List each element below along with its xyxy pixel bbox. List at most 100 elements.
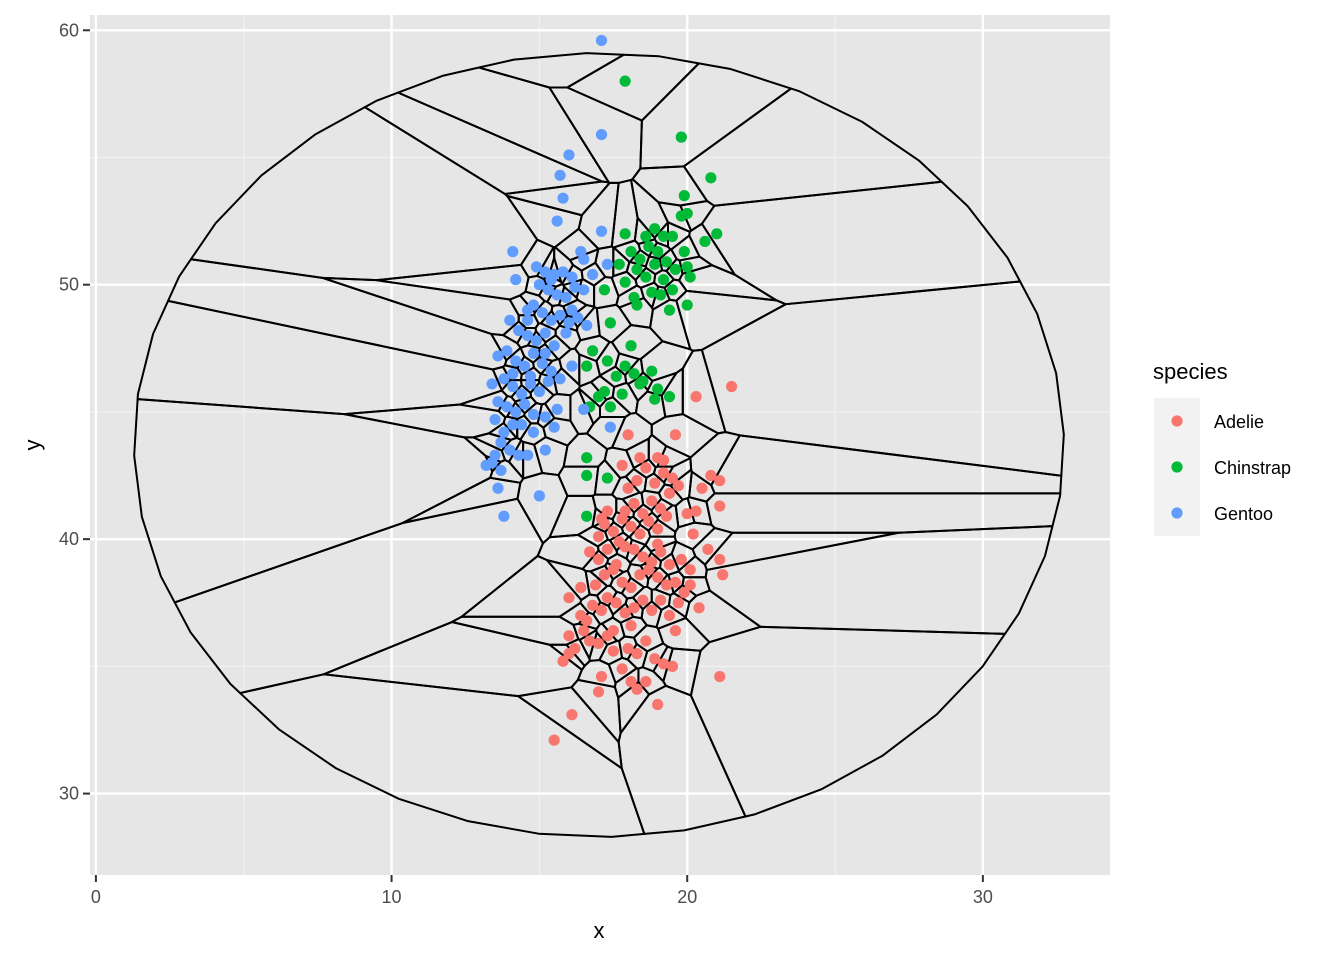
data-point: [607, 645, 619, 657]
data-point: [640, 462, 652, 474]
data-point: [601, 258, 613, 270]
data-point: [578, 253, 590, 265]
data-point: [613, 536, 625, 548]
data-point: [640, 271, 652, 283]
data-point: [687, 528, 699, 540]
data-point: [652, 523, 664, 535]
data-point: [592, 391, 605, 403]
data-point: [610, 370, 622, 382]
data-point: [619, 360, 631, 372]
data-point: [681, 261, 693, 273]
data-point: [628, 543, 640, 555]
data-point: [669, 429, 681, 441]
data-point: [625, 581, 637, 594]
data-point: [527, 347, 540, 360]
data-point: [595, 670, 608, 683]
data-point: [622, 482, 634, 494]
legend-key-adelie: [1171, 415, 1183, 427]
data-point: [566, 271, 578, 283]
data-point: [548, 421, 560, 433]
y-axis: 30 40 50 60: [59, 20, 90, 804]
data-point: [539, 347, 551, 360]
data-point: [595, 34, 608, 47]
data-point: [507, 419, 519, 431]
data-point: [616, 459, 628, 471]
data-point: [619, 607, 631, 619]
voronoi-cell: [660, 367, 684, 418]
data-point: [495, 464, 507, 477]
data-point: [539, 411, 551, 423]
data-point: [634, 253, 646, 265]
data-point: [510, 274, 522, 286]
data-points: [480, 34, 738, 746]
data-point: [675, 553, 687, 566]
x-axis: 0 10 20 30: [91, 875, 993, 907]
data-point: [492, 396, 504, 408]
data-point: [584, 546, 596, 558]
data-point: [640, 635, 652, 647]
data-point: [492, 482, 504, 494]
data-point: [510, 406, 522, 418]
data-point: [592, 530, 605, 543]
data-point: [637, 551, 649, 563]
data-point: [616, 663, 628, 675]
data-point: [584, 635, 596, 647]
data-point: [498, 373, 510, 385]
data-point: [628, 368, 640, 380]
data-point: [681, 299, 693, 311]
data-point: [492, 350, 504, 362]
data-point: [521, 314, 534, 326]
data-point: [663, 558, 676, 571]
data-point: [619, 276, 631, 288]
data-point: [705, 172, 717, 184]
data-point: [598, 569, 611, 581]
data-point: [501, 345, 513, 357]
data-point: [601, 592, 613, 604]
data-point: [578, 284, 590, 296]
data-point: [663, 391, 676, 403]
data-point: [631, 648, 643, 660]
data-point: [649, 477, 661, 489]
data-point: [557, 192, 569, 204]
data-point: [660, 510, 673, 522]
data-point: [510, 355, 522, 367]
data-point: [684, 564, 696, 576]
data-point: [513, 324, 525, 337]
data-point: [649, 653, 661, 665]
legend-key-chinstrap: [1171, 461, 1183, 473]
data-point: [619, 505, 631, 517]
data-point: [690, 391, 702, 403]
data-point: [495, 436, 507, 449]
data-point: [604, 421, 616, 433]
voronoi-cell: [705, 492, 1062, 534]
data-point: [548, 340, 560, 352]
data-point: [598, 284, 611, 296]
data-point: [575, 581, 587, 594]
data-point: [714, 670, 726, 683]
voronoi-cell: [517, 314, 540, 329]
data-point: [675, 210, 687, 222]
data-point: [717, 569, 729, 581]
legend-label-adelie: Adelie: [1214, 412, 1264, 432]
data-point: [714, 553, 726, 566]
data-point: [530, 335, 543, 347]
series-chinstrap: [581, 75, 723, 522]
data-point: [604, 401, 616, 413]
data-point: [634, 378, 646, 390]
voronoi-cell: [593, 459, 622, 496]
voronoi-cell: [542, 274, 564, 288]
data-point: [581, 469, 593, 482]
data-point: [527, 299, 540, 311]
data-point: [610, 558, 622, 571]
data-point: [646, 495, 658, 507]
voronoi-cell: [644, 535, 678, 553]
data-point: [643, 515, 655, 527]
data-point: [595, 513, 608, 525]
data-point: [625, 246, 637, 258]
data-point: [657, 454, 670, 466]
data-point: [663, 487, 676, 499]
data-point: [725, 380, 738, 393]
data-point: [634, 569, 646, 581]
data-point: [560, 327, 572, 339]
